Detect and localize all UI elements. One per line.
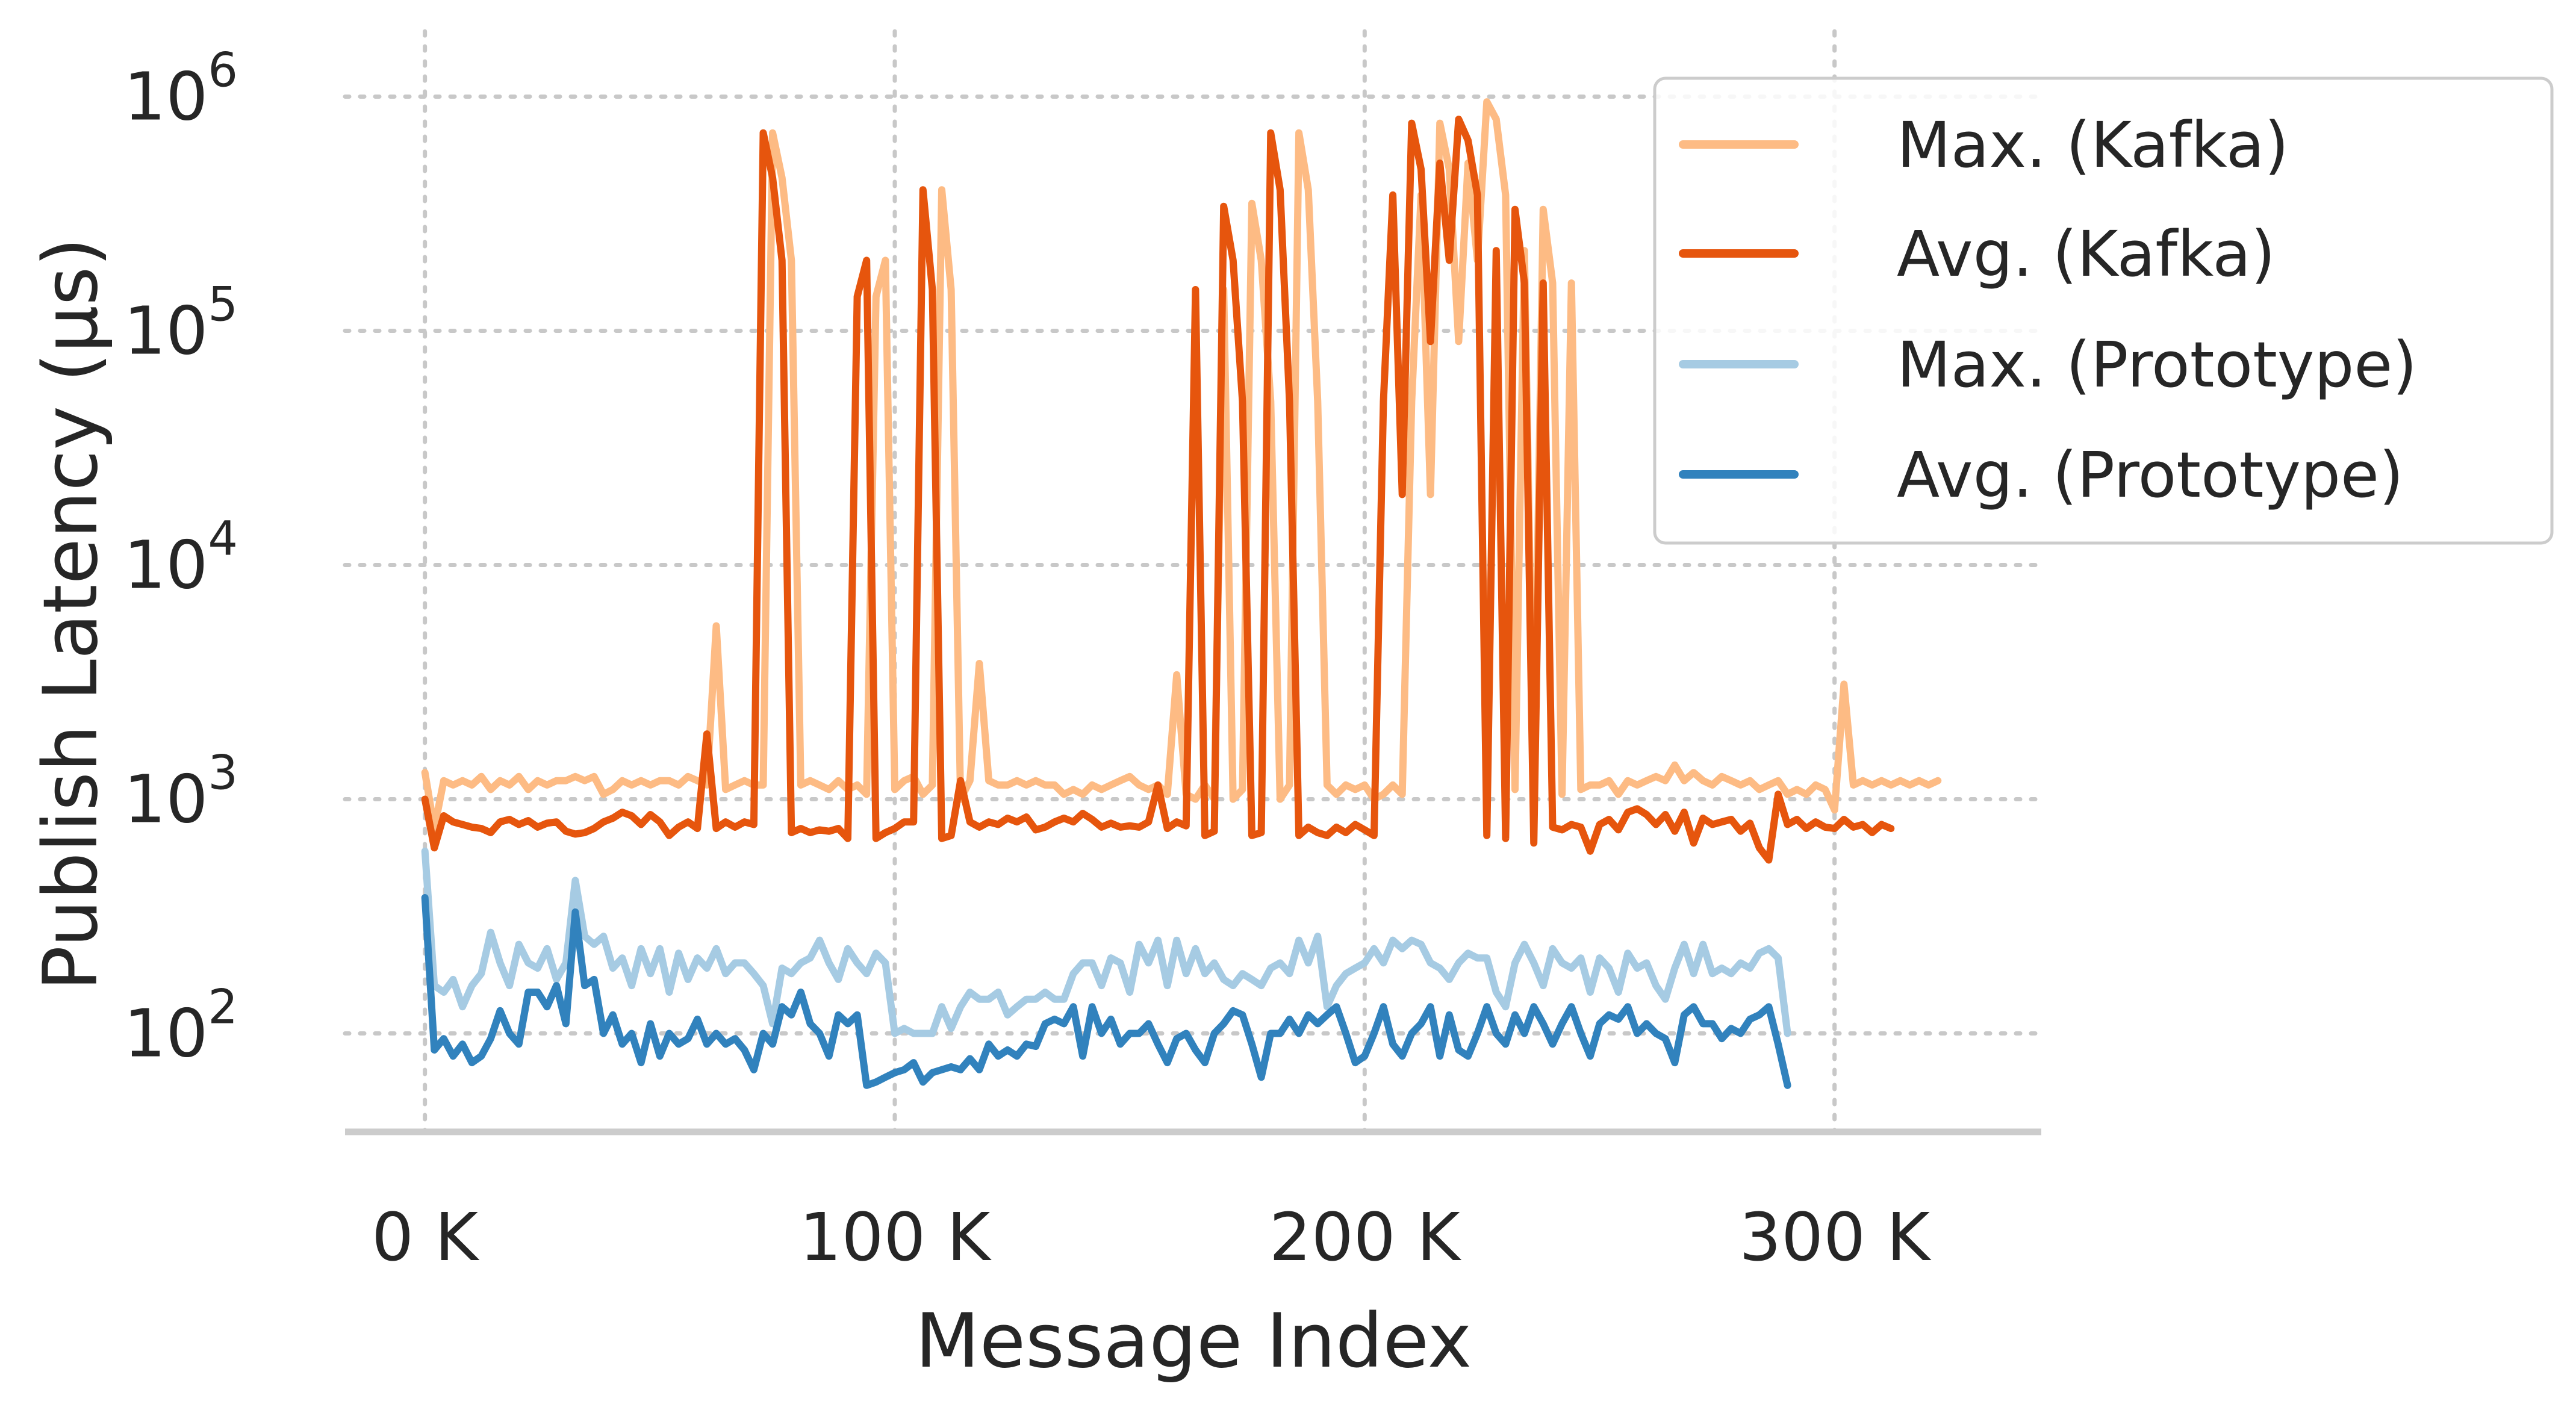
y-tick-label: 102 [123, 981, 238, 1072]
series-line-4 [421, 894, 1791, 1089]
legend: Max. (Kafka) Avg. (Kafka) Max. (Prototype)… [1653, 76, 2554, 545]
x-tick-label: 0 K [372, 1199, 480, 1276]
series-line-2 [421, 116, 1895, 864]
legend-label-1: Max. (Kafka) [1897, 108, 2289, 182]
y-axis-title: Publish Latency (µs) [28, 237, 114, 990]
series-line-3 [421, 847, 1791, 1037]
x-axis-title: Message Index [915, 1298, 1472, 1385]
legend-box [1653, 76, 2554, 545]
x-tick-label: 100 K [799, 1199, 992, 1276]
y-tick-label: 104 [123, 512, 238, 603]
y-tick-label: 105 [123, 278, 238, 369]
plot-lines [421, 98, 1942, 1089]
y-tick-label: 103 [123, 747, 238, 838]
legend-label-3: Max. (Prototype) [1897, 328, 2417, 402]
y-tick-label: 106 [123, 43, 238, 135]
x-tick-label: 300 K [1739, 1199, 1932, 1276]
x-ticks: 0 K 100 K 200 K 300 K [372, 1199, 1932, 1276]
legend-label-2: Avg. (Kafka) [1897, 217, 2276, 291]
series-line-1 [421, 98, 1942, 833]
legend-label-4: Avg. (Prototype) [1897, 438, 2404, 512]
y-ticks: 102 103 104 105 106 [123, 43, 238, 1072]
x-tick-label: 200 K [1269, 1199, 1462, 1276]
